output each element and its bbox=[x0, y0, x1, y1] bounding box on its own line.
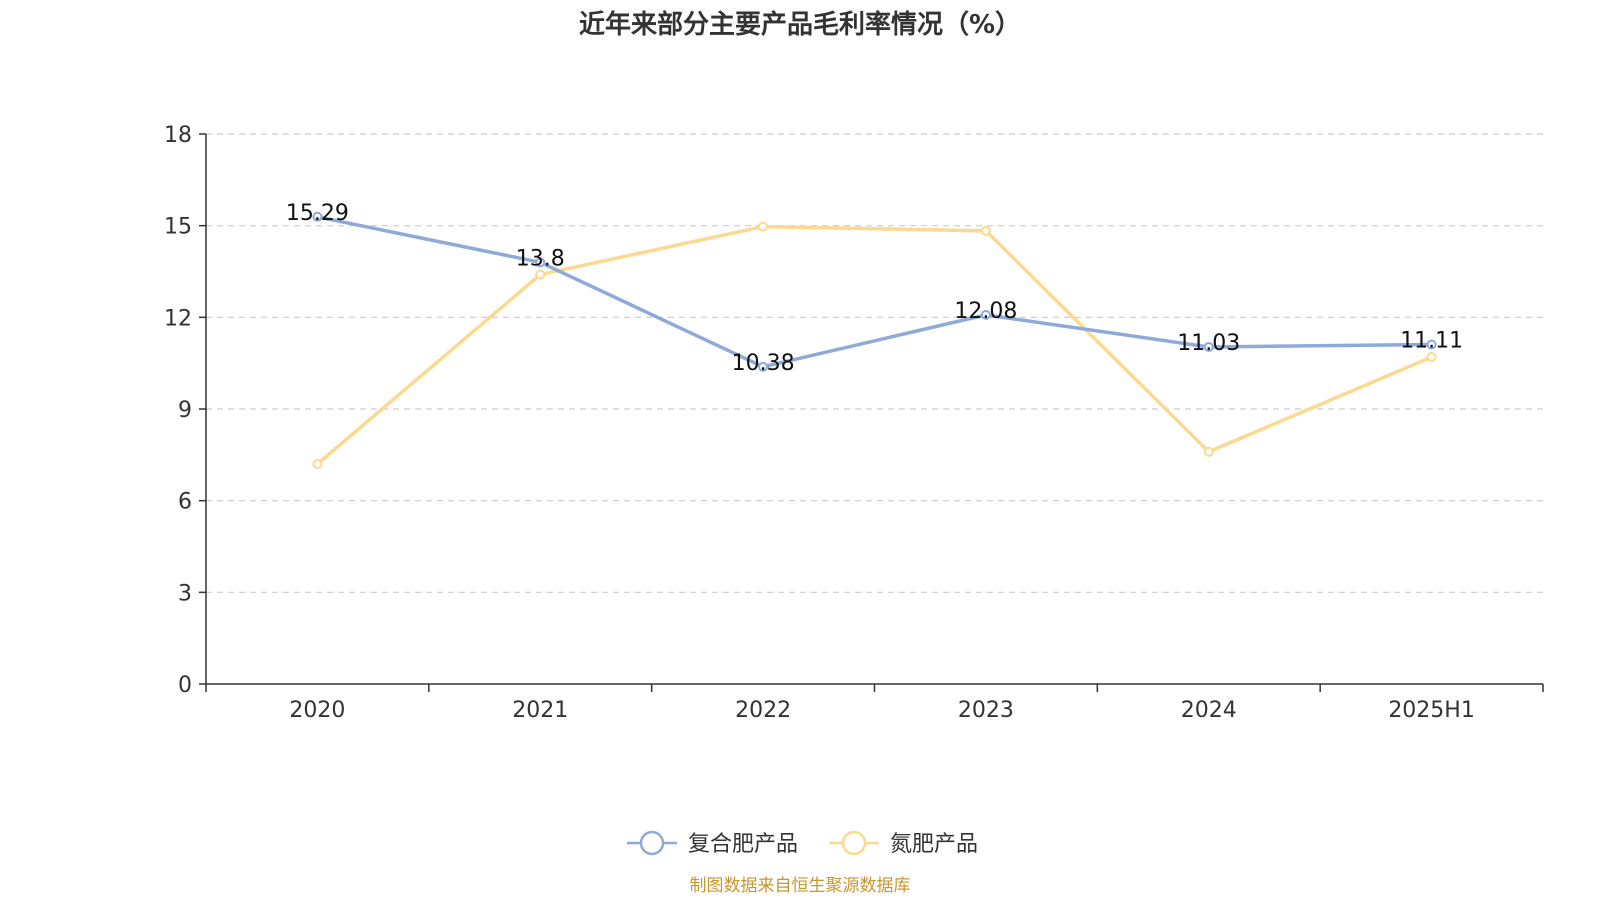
data-point bbox=[980, 309, 991, 320]
data-label: 11.11 bbox=[1400, 329, 1463, 354]
data-point bbox=[535, 257, 546, 268]
series-line-1 bbox=[316, 224, 1433, 466]
chart-title: 近年来部分主要产品毛利率情况（%） bbox=[579, 9, 1021, 40]
x-tick-label: 2023 bbox=[958, 698, 1014, 723]
legend-circle-icon bbox=[639, 830, 665, 856]
data-point bbox=[1426, 352, 1437, 363]
grid-lines bbox=[206, 133, 1543, 593]
legend-item-0[interactable]: 复合肥产品 bbox=[627, 830, 798, 857]
x-tick-label: 2025H1 bbox=[1388, 698, 1475, 723]
data-label: 11.03 bbox=[1177, 331, 1240, 356]
y-tick-label: 6 bbox=[178, 490, 192, 515]
data-point bbox=[535, 269, 546, 280]
data-label: 10.38 bbox=[732, 351, 795, 376]
data-label: 13.8 bbox=[516, 246, 565, 271]
data-label: 12.08 bbox=[954, 299, 1017, 324]
legend-label: 氮肥产品 bbox=[890, 832, 978, 857]
data-point bbox=[758, 221, 769, 232]
y-tick-label: 18 bbox=[164, 123, 192, 148]
data-point bbox=[1426, 339, 1437, 350]
x-tick-label: 2021 bbox=[512, 698, 568, 723]
axes: 0 3 6 9 12 15 18 2020 2021 2022 2023 2024 2025H1 bbox=[164, 123, 1544, 723]
legend-label: 复合肥产品 bbox=[688, 832, 798, 857]
x-tick-label: 2020 bbox=[289, 698, 345, 723]
x-tick-label: 2024 bbox=[1181, 698, 1237, 723]
legend-circle-icon bbox=[841, 830, 867, 856]
legend-item-1[interactable]: 氮肥产品 bbox=[829, 830, 978, 857]
data-point bbox=[312, 211, 323, 222]
y-tick-label: 0 bbox=[178, 673, 192, 698]
data-point bbox=[980, 225, 991, 236]
y-tick-label: 9 bbox=[178, 398, 192, 423]
y-tick-label: 12 bbox=[164, 306, 192, 331]
data-point bbox=[312, 459, 323, 469]
data-label: 15.29 bbox=[286, 201, 349, 226]
data-point bbox=[758, 361, 769, 372]
data-labels: 15.29 13.8 10.38 12.08 11.03 11.11 bbox=[286, 201, 1463, 376]
legend[interactable]: 复合肥产品 氮肥产品 bbox=[627, 830, 978, 857]
y-tick-label: 15 bbox=[164, 215, 192, 240]
series-layer bbox=[312, 211, 1437, 469]
data-point bbox=[1203, 446, 1214, 457]
x-tick-label: 2022 bbox=[735, 698, 791, 723]
series-line-0 bbox=[317, 215, 1432, 369]
source-note: 制图数据来自恒生聚源数据库 bbox=[690, 876, 911, 896]
y-tick-label: 3 bbox=[178, 581, 192, 606]
data-point bbox=[1203, 341, 1214, 352]
